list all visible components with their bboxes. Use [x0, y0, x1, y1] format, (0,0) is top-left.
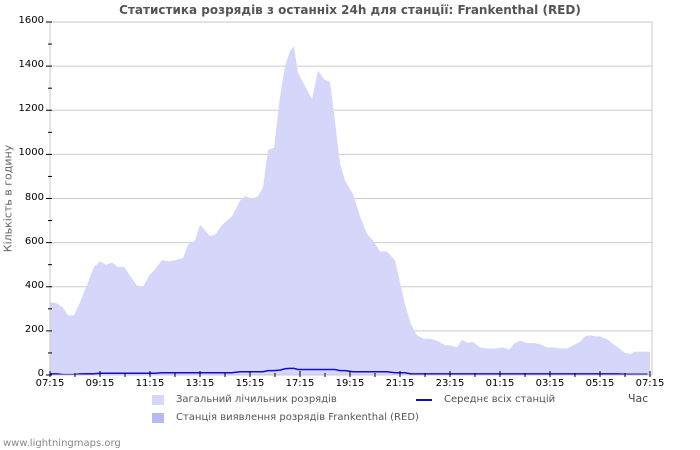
y-tick-label: 600	[24, 235, 44, 247]
y-tick-label: 1000	[18, 147, 44, 159]
chart-title: Статистика розрядів з останніх 24h для с…	[119, 3, 581, 17]
legend-item-total: Загальний лічильник розрядів	[152, 394, 337, 405]
x-tick-label: 05:15	[585, 378, 615, 389]
x-tick-label: 07:15	[635, 378, 665, 389]
x-tick-label: 21:15	[385, 378, 415, 389]
y-tick-label: 800	[24, 191, 44, 203]
x-tick-label: 17:15	[285, 378, 315, 389]
total-strikes-area	[50, 46, 650, 376]
legend-swatch-average	[416, 398, 432, 401]
x-tick-label: 13:15	[185, 378, 215, 389]
y-tick-label: 400	[24, 279, 44, 291]
x-tick-label: 11:15	[135, 378, 165, 389]
average-stations-line	[50, 367, 648, 376]
x-tick-label: 03:15	[535, 378, 565, 389]
x-tick-label: 23:15	[435, 378, 465, 389]
y-tick-label: 200	[24, 323, 44, 335]
x-tick-label: 07:15	[35, 378, 65, 389]
y-tick-label: 0	[37, 368, 44, 379]
x-tick-label: 09:15	[85, 378, 115, 389]
legend-item-average: Середнє всіх станцій	[416, 394, 555, 405]
legend-label-total: Загальний лічильник розрядів	[176, 394, 337, 405]
site-credit: www.lightningmaps.org	[3, 438, 121, 449]
legend-label-station: Станція виявлення розрядів Frankenthal (…	[176, 412, 419, 423]
x-tick-label: 15:15	[235, 378, 265, 389]
y-tick-label: 1200	[18, 103, 44, 115]
x-axis-label: Час	[628, 392, 649, 405]
legend-swatch-total	[152, 394, 164, 405]
legend-label-average: Середнє всіх станцій	[444, 394, 556, 405]
y-tick-label: 1400	[18, 59, 44, 71]
x-tick-label: 19:15	[335, 378, 365, 389]
x-tick-label: 01:15	[485, 378, 515, 389]
y-tick-label: 1600	[18, 15, 44, 26]
axis-tick-marks	[46, 21, 651, 377]
legend-item-station: Станція виявлення розрядів Frankenthal (…	[152, 412, 419, 423]
legend-swatch-station	[152, 412, 164, 423]
